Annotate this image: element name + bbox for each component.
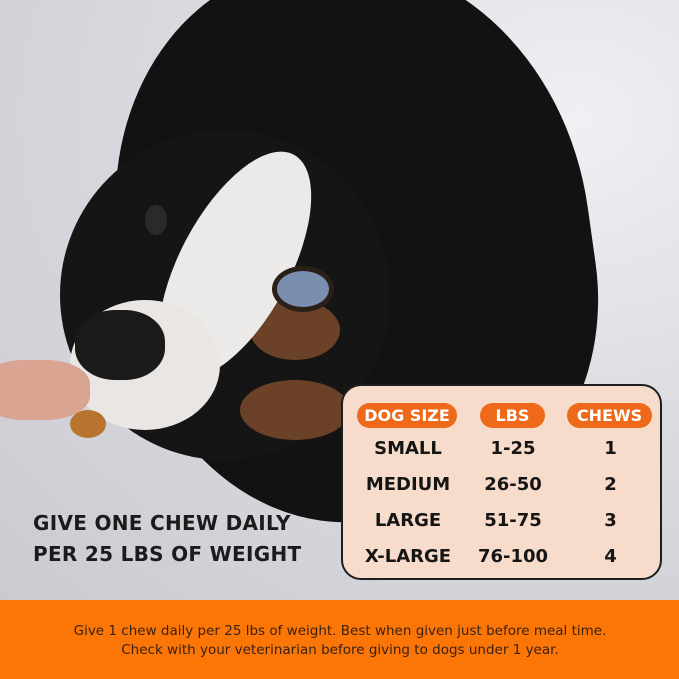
- cell-dog-size: LARGE: [374, 510, 442, 531]
- chew-treat: [70, 410, 106, 438]
- cell-dog-size: MEDIUM: [365, 474, 451, 495]
- dosage-table: DOG SIZE LBS CHEWS SMALL 1-25 1 MEDIUM 2…: [341, 384, 662, 580]
- cell-chews: 3: [604, 510, 617, 531]
- cell-chews: 2: [604, 474, 617, 495]
- header-lbs: LBS: [480, 403, 545, 428]
- cell-lbs: 51-75: [484, 510, 542, 531]
- dog-eye: [145, 205, 167, 235]
- header-dog-size: DOG SIZE: [357, 403, 457, 428]
- cell-chews: 1: [604, 438, 617, 459]
- footer-text: Give 1 chew daily per 25 lbs of weight. …: [73, 623, 607, 658]
- cell-lbs: 1-25: [490, 438, 536, 459]
- cell-lbs: 76-100: [477, 546, 549, 567]
- headline: GIVE ONE CHEW DAILY PER 25 LBS OF WEIGHT: [33, 508, 301, 570]
- dog-eye: [272, 266, 334, 312]
- headline-line-1: GIVE ONE CHEW DAILY: [33, 511, 291, 535]
- hand: [0, 360, 90, 420]
- footer-band: Give 1 chew daily per 25 lbs of weight. …: [0, 600, 679, 679]
- cell-dog-size: X-LARGE: [364, 546, 452, 567]
- cell-lbs: 26-50: [484, 474, 542, 495]
- headline-line-2: PER 25 LBS OF WEIGHT: [33, 542, 302, 566]
- cell-chews: 4: [604, 546, 617, 567]
- dog-tan-marking: [240, 380, 350, 440]
- dog-nose: [75, 310, 165, 380]
- table-row: LARGE 51-75 3: [343, 510, 660, 540]
- header-chews: CHEWS: [567, 403, 652, 428]
- table-row: X-LARGE 76-100 4: [343, 546, 660, 576]
- table-row: MEDIUM 26-50 2: [343, 474, 660, 504]
- table-row: SMALL 1-25 1: [343, 438, 660, 468]
- dog-photo: [0, 0, 679, 600]
- cell-dog-size: SMALL: [374, 438, 442, 459]
